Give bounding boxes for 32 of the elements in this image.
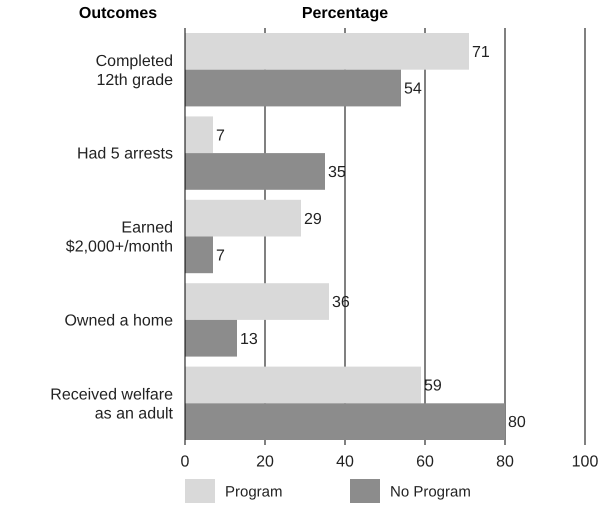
- y-tick-label: Completed 12th grade: [96, 52, 174, 89]
- y-tick-label: Had 5 arrests: [76, 146, 173, 163]
- bar: [185, 33, 469, 70]
- y-tick-label: Earned $2,000+/month: [66, 220, 173, 256]
- y-tick-label: Received welfare as an adult: [50, 386, 174, 422]
- bar: [185, 320, 237, 357]
- bar: [185, 116, 213, 154]
- bar: [185, 283, 329, 320]
- x-axis-title: Percentage: [302, 5, 388, 22]
- bar: [185, 70, 401, 106]
- x-tick-label: 0: [180, 453, 190, 470]
- data-label: 7: [216, 127, 225, 144]
- data-label: 7: [216, 247, 225, 264]
- data-label: 29: [304, 210, 322, 228]
- data-label: 13: [240, 330, 258, 348]
- legend-label: No Program: [390, 483, 471, 500]
- x-tick-label: 80: [496, 453, 514, 470]
- x-tick-label: 40: [336, 453, 354, 470]
- legend-label: Program: [225, 483, 283, 500]
- bar: [185, 236, 213, 274]
- x-tick-label: 20: [256, 453, 274, 470]
- bar: [185, 153, 325, 190]
- bar: [185, 403, 505, 440]
- x-tick-label: 60: [416, 453, 434, 470]
- data-label: 71: [472, 44, 490, 61]
- bar: [185, 200, 301, 236]
- data-label: 80: [508, 414, 526, 432]
- bar: [185, 366, 421, 404]
- y-axis-title: Outcomes: [78, 5, 158, 22]
- data-label: 54: [404, 80, 422, 98]
- y-tick-label: Owned a home: [64, 312, 174, 330]
- x-tick-label: 100: [572, 453, 598, 470]
